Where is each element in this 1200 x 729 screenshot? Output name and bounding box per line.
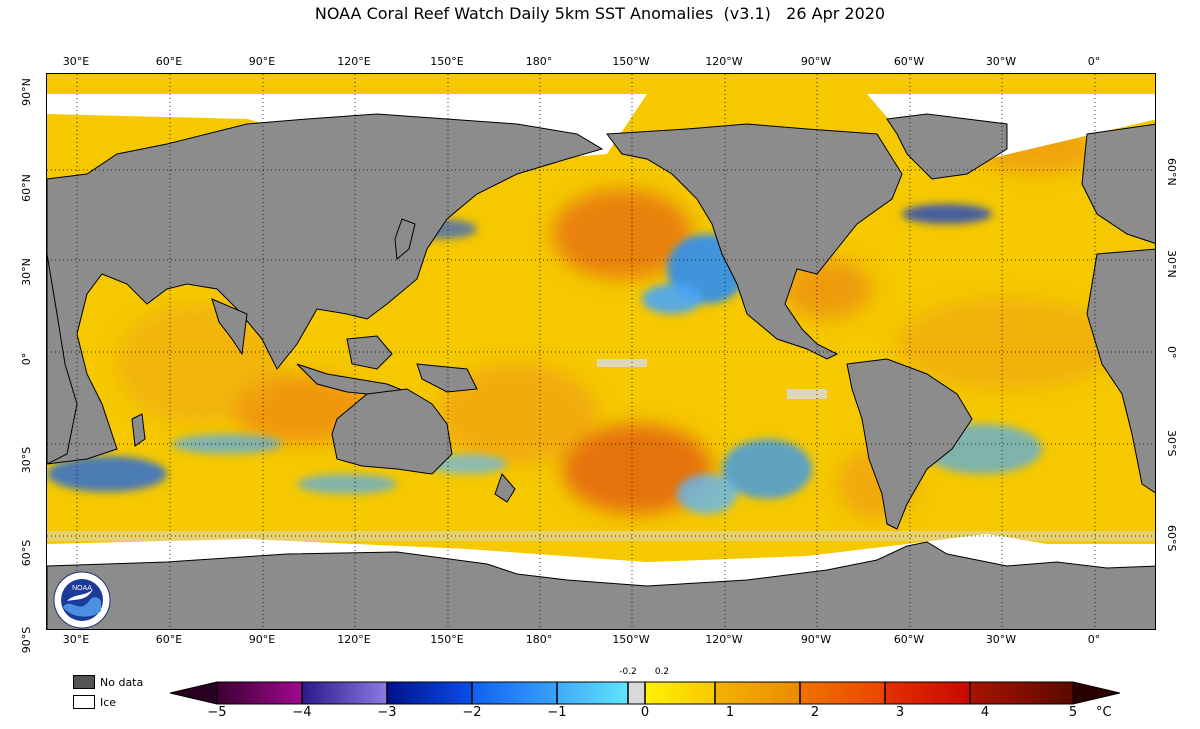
- lon-label: 90°E: [248, 633, 276, 646]
- north-america: [606, 123, 903, 360]
- map-title: NOAA Coral Reef Watch Daily 5km SST Anom…: [314, 4, 886, 23]
- greenland: [886, 113, 1008, 180]
- colorbar-ticks: [301, 682, 971, 704]
- sst-anomaly-map[interactable]: NOAA: [46, 73, 1156, 630]
- colorbar: [170, 681, 1120, 705]
- lat-label: 0°: [1165, 346, 1178, 359]
- lat-label: 30°S: [1165, 430, 1178, 457]
- europe-right: [1081, 123, 1155, 244]
- lon-label: 150°W: [612, 633, 650, 646]
- logo-text: NOAA: [72, 585, 92, 592]
- colorbar-label: −4: [292, 705, 312, 720]
- graticule: [47, 74, 1155, 629]
- colorbar-label: 3: [895, 705, 905, 720]
- lat-label: 60°N: [1165, 158, 1178, 186]
- lat-label: 60°N: [20, 174, 33, 202]
- lat-label: 90°N: [20, 78, 33, 106]
- new-guinea: [416, 363, 478, 393]
- colorbar-unit: °C: [1096, 705, 1112, 720]
- antarctica: [47, 541, 1155, 629]
- lon-label: 150°E: [430, 55, 464, 68]
- colorbar-label: −5: [207, 705, 227, 720]
- no-data-label: No data: [100, 675, 144, 689]
- lon-label: 150°E: [430, 633, 464, 646]
- south-america: [846, 358, 973, 530]
- lon-label: 30°E: [62, 55, 90, 68]
- colorbar-label-neg02: -0.2: [619, 667, 637, 677]
- madagascar: [131, 413, 146, 447]
- colorbar-label: −1: [547, 705, 567, 720]
- colorbar-label: 1: [725, 705, 735, 720]
- australia: [331, 388, 453, 475]
- neutral-patches: [47, 359, 1155, 541]
- lon-label: 60°E: [155, 633, 183, 646]
- lon-label: 60°W: [893, 55, 925, 68]
- colorbar-label: −2: [462, 705, 482, 720]
- lat-label: 0°: [20, 352, 33, 366]
- lat-label: 60°S: [1165, 525, 1178, 552]
- lon-label: 90°W: [800, 55, 832, 68]
- lon-label: 0°: [1087, 55, 1101, 68]
- lon-label: 120°E: [337, 633, 371, 646]
- no-data-swatch: [73, 675, 95, 689]
- land: [47, 113, 1155, 629]
- colorbar-label: 4: [980, 705, 990, 720]
- lon-label: 180°: [525, 55, 553, 68]
- africa-west: [47, 253, 78, 465]
- lon-label: 150°W: [612, 55, 650, 68]
- lon-label: 90°W: [800, 633, 832, 646]
- lon-label: 120°W: [705, 55, 743, 68]
- lat-label: 30°N: [1165, 250, 1178, 278]
- lon-label: 30°E: [62, 633, 90, 646]
- japan: [394, 218, 416, 260]
- lon-label: 30°W: [985, 633, 1017, 646]
- borneo: [346, 335, 393, 370]
- colorbar-high-arrow: [1072, 681, 1120, 705]
- colorbar-label: −3: [377, 705, 397, 720]
- lon-label: 30°W: [985, 55, 1017, 68]
- india: [211, 298, 248, 356]
- lon-label: 60°E: [155, 55, 183, 68]
- lon-label: 180°: [525, 633, 553, 646]
- lat-label: 30°S: [20, 446, 33, 474]
- legend-no-data: No data: [73, 675, 143, 689]
- ice-swatch: [73, 695, 95, 709]
- colorbar-label: 2: [810, 705, 820, 720]
- africa-right: [1086, 248, 1155, 494]
- lat-label: 30°N: [20, 258, 33, 286]
- lat-label: 60°S: [20, 539, 33, 567]
- colorbar-low-arrow: [170, 681, 218, 705]
- lat-label: 90°S: [20, 626, 33, 654]
- noaa-logo: NOAA: [53, 571, 111, 629]
- colorbar-label: 5: [1068, 705, 1078, 720]
- lon-label: 120°W: [705, 633, 743, 646]
- lon-label: 90°E: [248, 55, 276, 68]
- lon-label: 60°W: [893, 633, 925, 646]
- ice-label: Ice: [100, 695, 117, 709]
- lon-label: 120°E: [337, 55, 371, 68]
- new-zealand: [494, 473, 516, 503]
- legend-ice: Ice: [73, 695, 116, 709]
- map-svg: [47, 74, 1155, 629]
- eurasia-africa: [47, 113, 604, 465]
- lon-label: 0°: [1087, 633, 1101, 646]
- colorbar-label: 0: [640, 705, 650, 720]
- colorbar-label-pos02: 0.2: [654, 667, 670, 677]
